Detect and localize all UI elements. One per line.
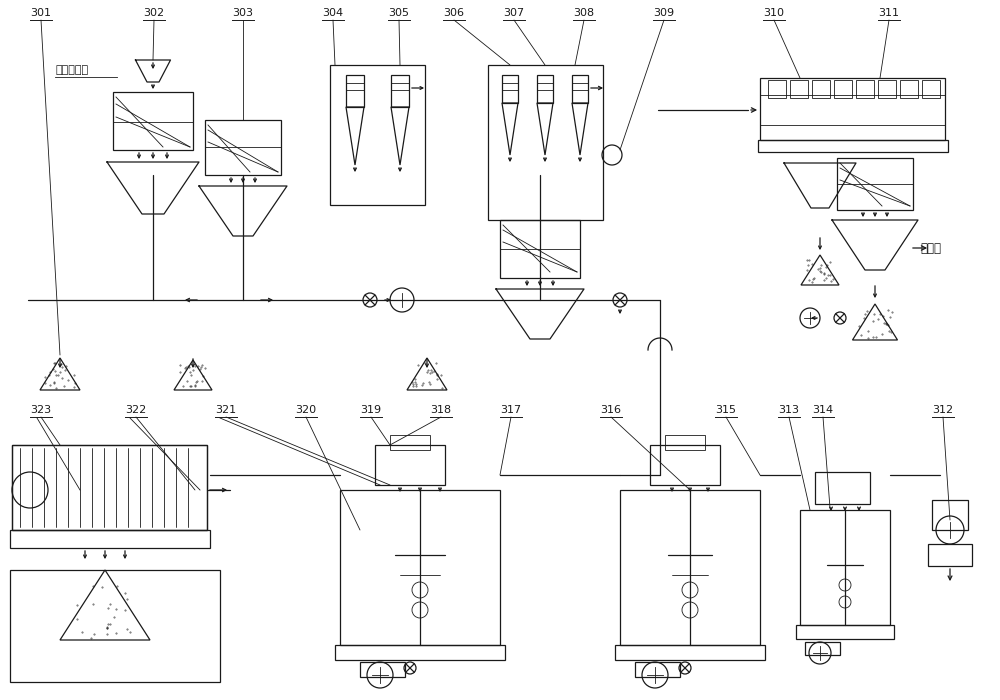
Text: 312: 312: [932, 405, 953, 415]
Circle shape: [642, 662, 668, 688]
Text: 310: 310: [763, 8, 784, 18]
Text: 303: 303: [232, 8, 253, 18]
Bar: [10, 530, 210, 548]
Text: 盾构机来料: 盾构机来料: [55, 65, 88, 75]
Bar: [340, 490, 500, 645]
Bar: [375, 445, 445, 485]
Bar: [805, 642, 840, 655]
Text: 321: 321: [215, 405, 236, 415]
Text: 311: 311: [878, 8, 899, 18]
Bar: [928, 544, 972, 566]
Circle shape: [800, 308, 820, 328]
Bar: [113, 92, 193, 150]
Bar: [346, 75, 364, 107]
Text: 319: 319: [360, 405, 381, 415]
Bar: [837, 158, 913, 210]
Text: 313: 313: [778, 405, 799, 415]
Bar: [620, 490, 760, 645]
Circle shape: [936, 516, 964, 544]
Bar: [900, 80, 918, 98]
Text: 320: 320: [295, 405, 316, 415]
Bar: [812, 80, 830, 98]
Text: 314: 314: [812, 405, 833, 415]
Text: 305: 305: [388, 8, 409, 18]
Bar: [650, 445, 720, 485]
Bar: [12, 445, 207, 530]
Bar: [335, 645, 505, 660]
Bar: [768, 80, 786, 98]
Bar: [932, 500, 968, 530]
Bar: [488, 65, 603, 220]
Text: 307: 307: [503, 8, 524, 18]
Bar: [205, 120, 281, 175]
Bar: [815, 472, 870, 504]
Text: 315: 315: [715, 405, 736, 415]
Text: 304: 304: [322, 8, 343, 18]
Bar: [615, 645, 765, 660]
Bar: [635, 662, 680, 677]
Text: 318: 318: [430, 405, 451, 415]
Circle shape: [390, 288, 414, 312]
Circle shape: [809, 642, 831, 664]
Bar: [760, 78, 945, 140]
Bar: [502, 75, 518, 103]
Bar: [390, 435, 430, 450]
Circle shape: [367, 662, 393, 688]
Text: 322: 322: [125, 405, 146, 415]
Bar: [537, 75, 553, 103]
Bar: [800, 510, 890, 625]
Text: 316: 316: [600, 405, 621, 415]
Text: 301: 301: [30, 8, 51, 18]
Bar: [856, 80, 874, 98]
Text: 分离水: 分离水: [920, 241, 941, 255]
Bar: [360, 662, 405, 677]
Text: 317: 317: [500, 405, 521, 415]
Bar: [10, 570, 220, 682]
Text: 302: 302: [143, 8, 164, 18]
Bar: [758, 140, 948, 152]
Bar: [760, 95, 945, 125]
Bar: [878, 80, 896, 98]
Bar: [330, 65, 425, 205]
Text: 323: 323: [30, 405, 51, 415]
Bar: [572, 75, 588, 103]
Text: 306: 306: [443, 8, 464, 18]
Bar: [12, 445, 207, 530]
Bar: [790, 80, 808, 98]
Bar: [665, 435, 705, 450]
Text: 309: 309: [653, 8, 674, 18]
Bar: [834, 80, 852, 98]
Bar: [796, 625, 894, 639]
Bar: [391, 75, 409, 107]
Bar: [500, 220, 580, 278]
Bar: [922, 80, 940, 98]
Text: 308: 308: [573, 8, 594, 18]
